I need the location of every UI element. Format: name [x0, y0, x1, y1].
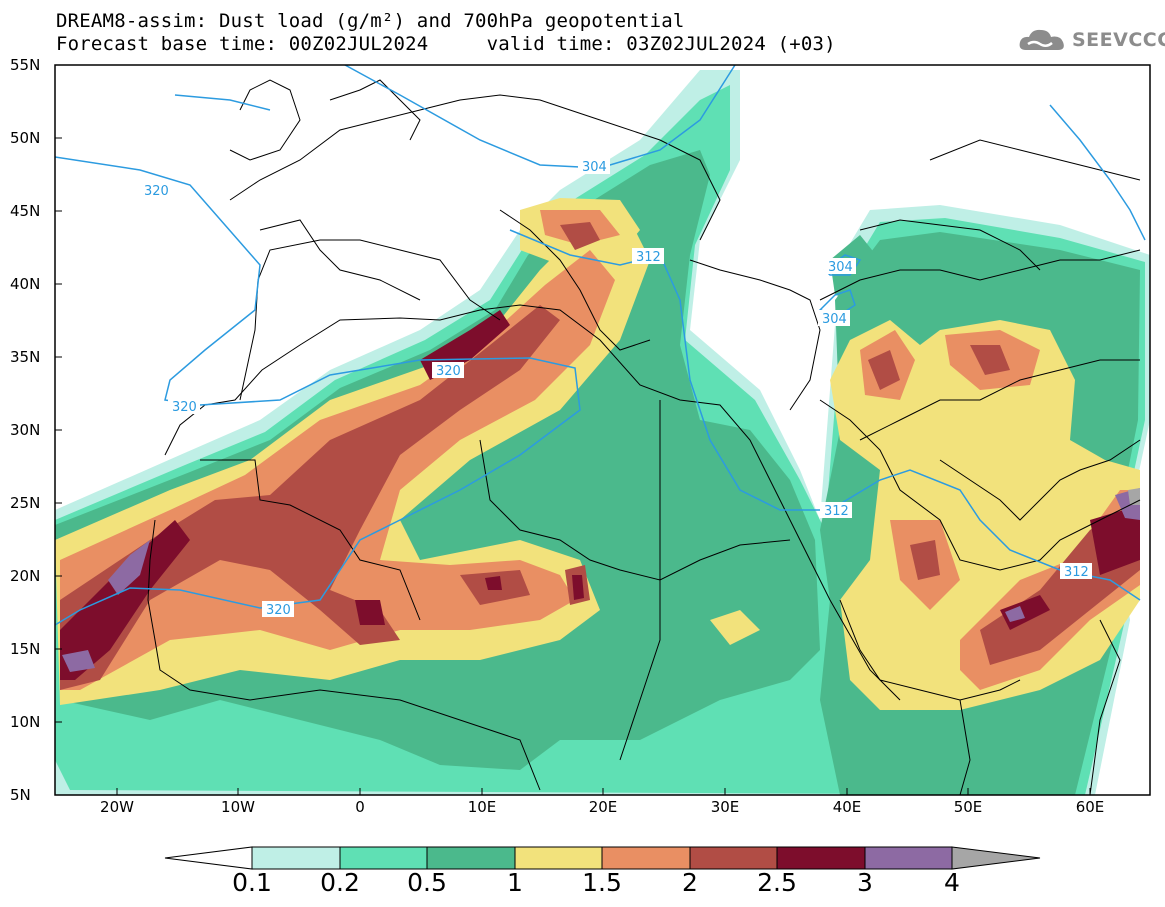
- lat-label: 40N: [10, 275, 41, 293]
- lon-label: 20W: [100, 798, 134, 816]
- colorbar-segment: [864, 846, 953, 870]
- colorbar-segment: [426, 846, 516, 870]
- colorbar-label: 1.5: [582, 868, 622, 897]
- seevccc-logo: SEEVCCC: [1018, 26, 1165, 54]
- colorbar-label: 0.2: [320, 868, 360, 897]
- lat-label: 35N: [10, 348, 41, 366]
- lat-label: 55N: [10, 56, 41, 74]
- lat-label: 30N: [10, 421, 41, 439]
- colorbar-label: 3: [857, 868, 873, 897]
- contour-label: 304: [828, 260, 853, 275]
- lon-label: 0: [355, 798, 365, 816]
- axis-ticks: [55, 64, 1091, 795]
- lon-label: 10E: [467, 798, 497, 816]
- colorbar-segment: [339, 846, 428, 870]
- lat-label: 10N: [10, 713, 41, 731]
- lon-label: 20E: [588, 798, 618, 816]
- colorbar-label: 0.5: [407, 868, 447, 897]
- lon-label: 30E: [710, 798, 740, 816]
- lon-label: 50E: [953, 798, 983, 816]
- lat-label: 45N: [10, 202, 41, 220]
- contour-label: 312: [1064, 565, 1089, 580]
- contour-labels: 320 304 320 312 304 304 320 312 312 320: [140, 158, 1092, 618]
- lat-label: 20N: [10, 567, 41, 585]
- colorbar-segment: [776, 846, 866, 870]
- lat-label: 5N: [10, 786, 31, 804]
- colorbar-max-triangle: [951, 846, 1041, 870]
- lon-label: 10W: [221, 798, 255, 816]
- lon-label: 60E: [1075, 798, 1105, 816]
- colorbar-segment: [251, 846, 341, 870]
- colorbar-segment: [601, 846, 691, 870]
- coastlines: [147, 79, 1141, 795]
- lat-label: 50N: [10, 129, 41, 147]
- contour-label: 320: [436, 364, 461, 379]
- lat-label: 25N: [10, 494, 41, 512]
- lon-label: 40E: [832, 798, 862, 816]
- contour-label: 320: [266, 603, 291, 618]
- logo-text: SEEVCCC: [1072, 29, 1165, 51]
- colorbar-label: 0.1: [232, 868, 272, 897]
- colorbar-label: 1: [507, 868, 523, 897]
- colorbar-min-triangle: [164, 846, 253, 870]
- colorbar-label: 2.5: [757, 868, 797, 897]
- dust-field: 320 304 320 312 304 304 320 312 312 320: [55, 65, 1150, 795]
- colorbar-label: 2: [682, 868, 698, 897]
- colorbar-segment: [514, 846, 603, 870]
- cloud-logo-icon: [1019, 29, 1064, 50]
- colorbar: [164, 846, 1041, 870]
- contour-label: 312: [824, 504, 849, 519]
- contour-label: 320: [172, 400, 197, 415]
- map-title: DREAM8-assim: Dust load (g/m²) and 700hP…: [56, 10, 685, 32]
- colorbar-segment: [689, 846, 778, 870]
- contour-label: 320: [144, 184, 169, 199]
- lat-label: 15N: [10, 640, 41, 658]
- contour-label: 304: [822, 312, 847, 327]
- contour-label: 312: [636, 250, 661, 265]
- map-subtitle: Forecast base time: 00Z02JUL2024 valid t…: [56, 33, 836, 55]
- colorbar-label: 4: [944, 868, 960, 897]
- contour-label: 304: [582, 160, 607, 175]
